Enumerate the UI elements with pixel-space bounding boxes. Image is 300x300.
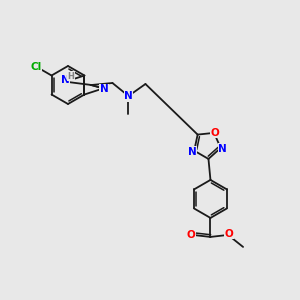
Text: N: N	[61, 75, 70, 85]
Text: Cl: Cl	[30, 62, 41, 72]
Text: O: O	[225, 229, 233, 239]
Text: O: O	[211, 128, 219, 138]
Text: H: H	[68, 72, 74, 81]
Text: N: N	[100, 84, 108, 94]
Text: N: N	[124, 91, 133, 101]
Text: N: N	[188, 147, 197, 157]
Text: O: O	[187, 230, 195, 240]
Text: N: N	[218, 144, 227, 154]
